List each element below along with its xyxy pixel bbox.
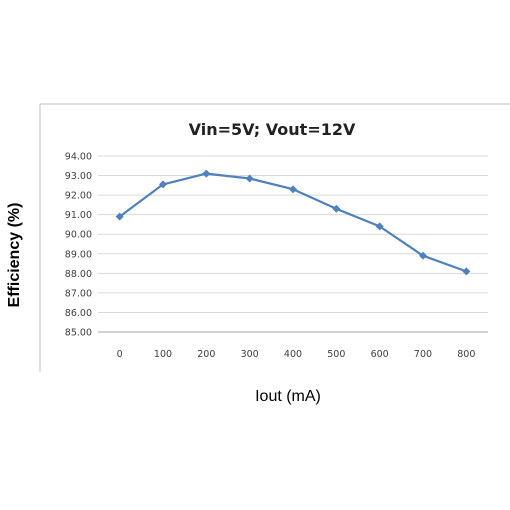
data-point <box>289 185 297 194</box>
x-axis-label: Iout (mA) <box>255 388 321 405</box>
y-tick-label: 86.00 <box>65 308 92 319</box>
y-tick-label: 90.00 <box>65 230 92 241</box>
x-tick-labels: 0 100 200 300 400 500 600 700 800 <box>117 349 476 360</box>
x-tick-label: 500 <box>327 349 345 360</box>
series-layer <box>115 169 471 276</box>
x-tick-label: 800 <box>457 349 475 360</box>
x-tick-label: 200 <box>197 349 215 360</box>
y-tick-label: 92.00 <box>65 191 92 202</box>
x-tick-label: 300 <box>241 349 259 360</box>
x-tick-label: 100 <box>154 349 172 360</box>
y-tick-label: 87.00 <box>65 288 92 299</box>
data-point <box>375 222 384 231</box>
data-point <box>245 174 254 183</box>
data-point <box>419 251 427 260</box>
y-tick-label: 88.00 <box>65 269 92 280</box>
y-tick-labels: 85.00 86.00 87.00 88.00 89.00 90.00 91.00 92.00… <box>65 152 92 339</box>
x-tick-label: 700 <box>414 349 432 360</box>
data-point <box>462 267 471 276</box>
x-tick-label: 600 <box>371 349 389 360</box>
y-tick-label: 91.00 <box>65 210 92 221</box>
x-tick-label: 0 <box>117 349 123 360</box>
data-point <box>332 204 341 213</box>
data-point <box>115 212 124 221</box>
grid-lines <box>98 155 488 333</box>
y-tick-label: 94.00 <box>65 152 92 163</box>
data-point <box>159 180 167 189</box>
y-tick-label: 89.00 <box>65 249 92 260</box>
x-tick-label: 400 <box>284 349 302 360</box>
y-tick-label: 93.00 <box>65 171 92 182</box>
data-point <box>202 169 211 178</box>
y-axis-label: Efficiency (%) <box>6 203 23 308</box>
chart-title: Vin=5V; Vout=12V <box>189 120 356 139</box>
y-tick-label: 85.00 <box>65 328 92 339</box>
